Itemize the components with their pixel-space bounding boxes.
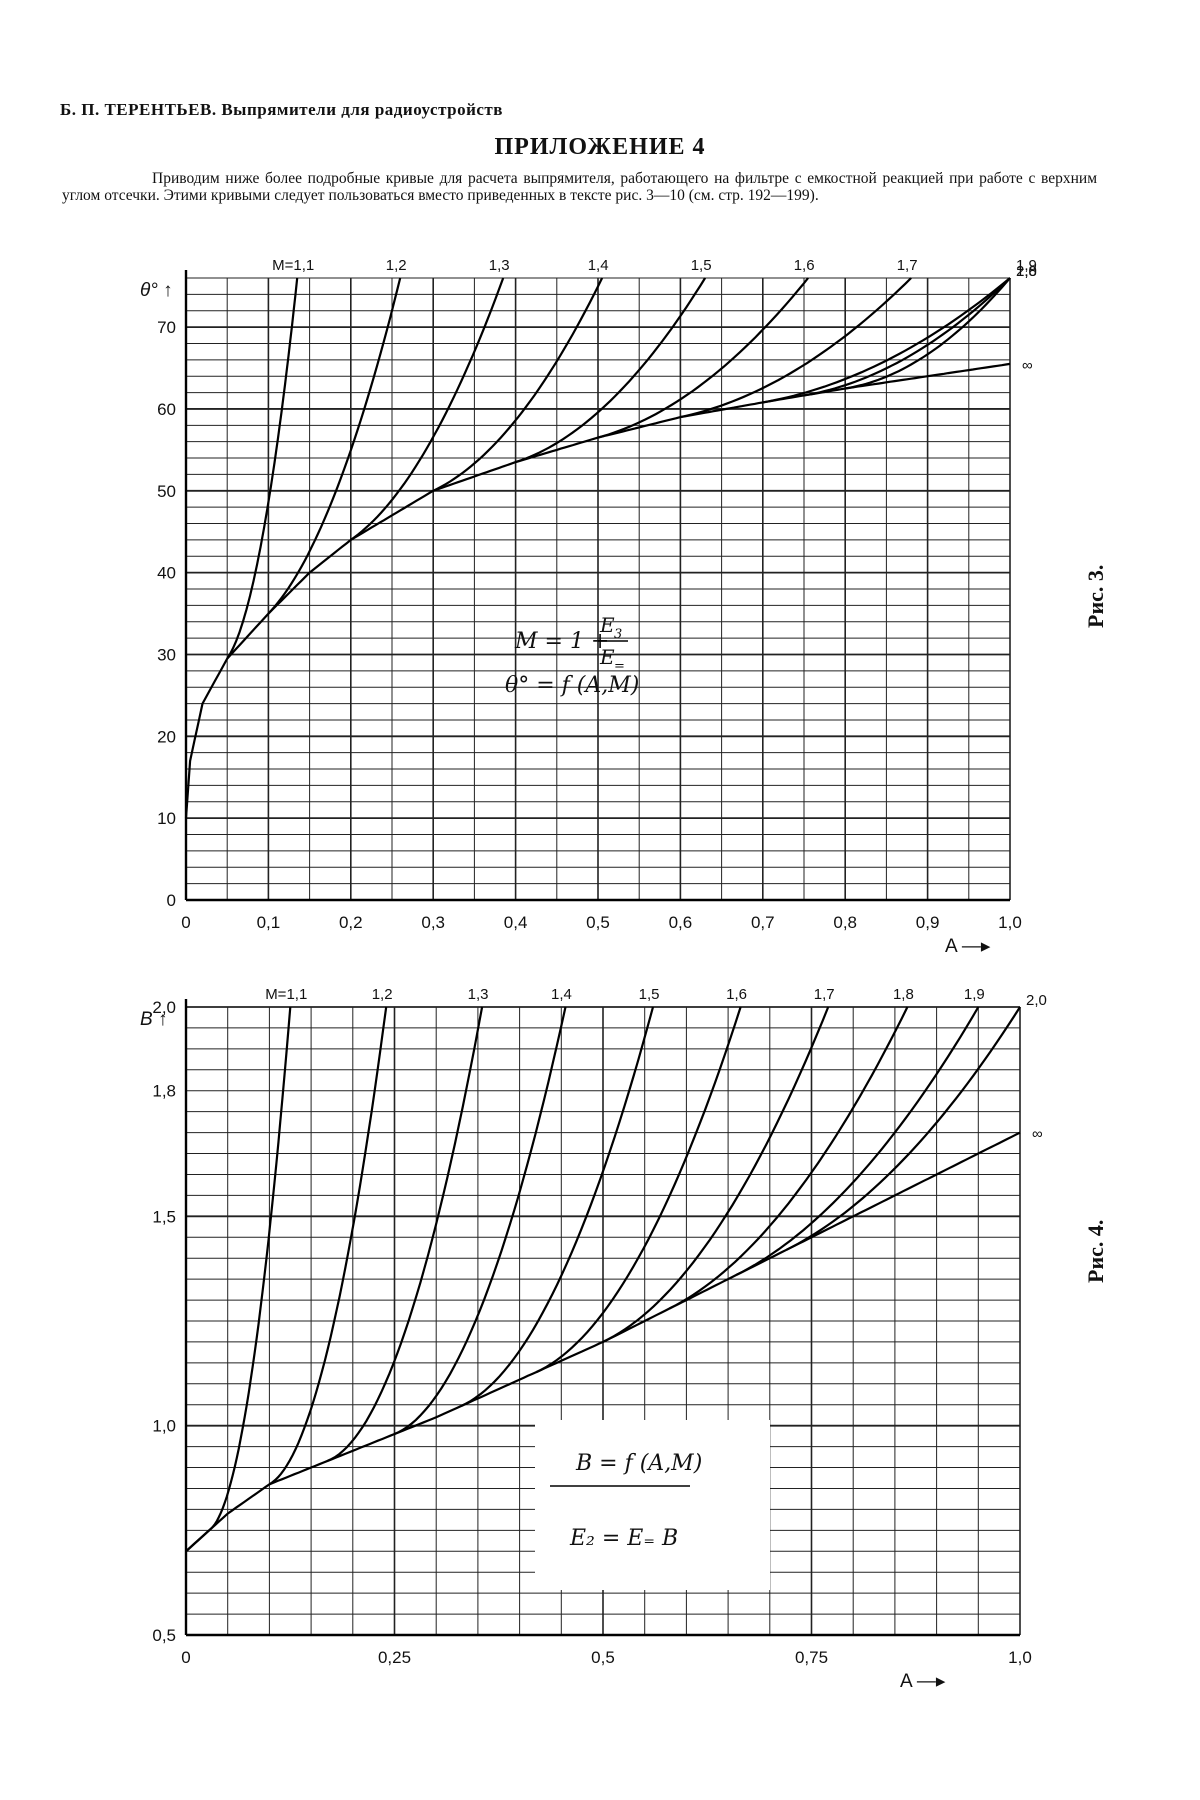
fig3-series-line: [433, 278, 602, 491]
fig3-x-tick-label: 0,3: [421, 913, 445, 932]
page-header: Б. П. ТЕРЕНТЬЕВ. Выпрямители для радиоус…: [60, 100, 503, 120]
fig3-y-tick-label: 50: [157, 482, 176, 501]
fig4-x-tick-label: 1,0: [1008, 1648, 1032, 1667]
fig3-x-tick-label: 0: [181, 913, 190, 932]
figure-label-fig3: Рис. 3.: [1083, 508, 1109, 628]
fig3-y-axis-label: θ° ↑: [140, 280, 173, 301]
fig3-x-tick-label: 0,6: [669, 913, 693, 932]
fig4-y-tick-label: 1,5: [152, 1207, 176, 1226]
fig4-series-label: 1,6: [726, 986, 747, 1003]
fig4-y-tick-label: 1,0: [152, 1417, 176, 1436]
fig3-series-label: 1,6: [794, 257, 815, 274]
fig4-x-tick-label: 0,75: [795, 1648, 828, 1667]
fig4-x-axis-label: A —▸: [900, 1671, 946, 1692]
fig4-series-label: 1,9: [964, 986, 985, 1003]
fig3-y-tick-label: 10: [157, 809, 176, 828]
fig3-x-tick-label: 0,7: [751, 913, 775, 932]
fig4-formula-text: B = f (A,M): [575, 1451, 702, 1476]
fig4-series-label: 1,4: [551, 986, 572, 1003]
fig3-y-tick-label: 40: [157, 564, 176, 583]
fig4-series-line: [736, 1007, 978, 1275]
fig3-formula-text: =: [614, 659, 625, 674]
fig4-series-line: [670, 1007, 908, 1308]
fig3-x-tick-label: 0,1: [257, 913, 281, 932]
fig3-formula-text: θ° = f (A,M): [505, 673, 639, 698]
fig4-series-label: M=1,1: [265, 986, 307, 1003]
fig3-formula-text: 3: [614, 627, 622, 642]
fig4-x-tick-label: 0,5: [591, 1648, 615, 1667]
fig4-series-label: 1,5: [639, 986, 660, 1003]
fig3-x-axis-label: A —▸: [945, 936, 991, 957]
fig3-series-label: 1,7: [897, 257, 918, 274]
fig3-y-tick-label: 20: [157, 727, 176, 746]
fig3-series-label: 2,0: [1016, 263, 1037, 280]
intro-paragraph: Приводим ниже более подробные кривые для…: [62, 170, 1097, 204]
fig3-series-label: M=1,1: [272, 257, 314, 274]
fig3-series-label: 1,4: [588, 257, 609, 274]
fig4-y-tick-label: 1,8: [152, 1082, 176, 1101]
fig3-x-tick-label: 0,9: [916, 913, 940, 932]
fig4-series-label: 2,0: [1026, 992, 1047, 1009]
fig3-y-tick-label: 70: [157, 318, 176, 337]
figure-label-fig4: Рис. 4.: [1083, 1163, 1109, 1283]
fig4-series-label: 1,2: [372, 986, 393, 1003]
fig4-y-axis-label: B ↑: [140, 1009, 167, 1030]
fig3-series-label: 1,5: [691, 257, 712, 274]
fig3-x-tick-label: 0,5: [586, 913, 610, 932]
fig4-y-tick-label: 0,5: [152, 1626, 176, 1645]
fig4-series-label: 1,8: [893, 986, 914, 1003]
fig3-series-line: [268, 278, 400, 614]
fig4-formula-text: E₂ = E₌ B: [569, 1526, 678, 1551]
fig4-formula-box: [535, 1420, 770, 1590]
fig3-formula-text: E: [599, 613, 615, 637]
fig3-y-tick-label: 0: [167, 891, 176, 910]
chart-fig4: 0 0,25 0,5 0,75 1,0 0,5 1,0 1,5 1,8 2,0 A —▸ B ↑ M=1…: [0, 970, 1200, 1690]
fig3-y-tick-label: 30: [157, 645, 176, 664]
fig3-series-label: 1,2: [386, 257, 407, 274]
fig4-x-tick-label: 0,25: [378, 1648, 411, 1667]
fig4-series-label: ∞: [1032, 1126, 1043, 1143]
fig3-series-label: ∞: [1022, 357, 1033, 374]
page-title: ПРИЛОЖЕНИЕ 4: [0, 134, 1200, 161]
fig3-x-tick-label: 0,4: [504, 913, 528, 932]
fig3-series-label: 1,3: [489, 257, 510, 274]
fig4-series-line: [269, 1007, 386, 1484]
fig4-series-line: [461, 1007, 653, 1406]
fig3-series-line: [227, 278, 297, 659]
fig4-series-label: 1,7: [814, 986, 835, 1003]
fig4-series-label: 1,3: [468, 986, 489, 1003]
fig3-formula-text: M = 1 +: [514, 629, 609, 654]
fig3-y-tick-label: 60: [157, 400, 176, 419]
fig3-x-tick-label: 0,8: [833, 913, 857, 932]
fig3-formula-text: E: [599, 645, 615, 669]
fig3-x-tick-label: 1,0: [998, 913, 1022, 932]
fig4-x-tick-label: 0: [181, 1648, 190, 1667]
chart-fig3: 0 0,1 0,2 0,3 0,4 0,5 0,6 0,7 0,8 0,9 1,0 0 10 20 30 40…: [0, 240, 1200, 930]
fig3-series-line: [804, 278, 1010, 395]
fig3-x-tick-label: 0,2: [339, 913, 363, 932]
